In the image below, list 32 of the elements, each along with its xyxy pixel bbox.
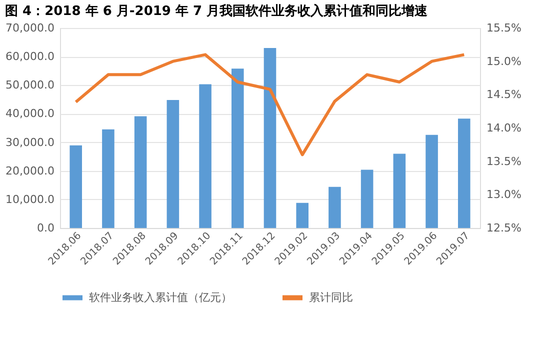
y-tick-label: 0.0: [37, 222, 54, 234]
bar: [134, 116, 147, 228]
y-tick-label: 10,000.0: [6, 192, 54, 206]
bar: [458, 118, 470, 228]
y2-tick-label: 13.5%: [486, 154, 522, 168]
legend-label: 累计同比: [309, 290, 353, 304]
bar: [328, 186, 341, 228]
bar: [231, 68, 244, 228]
legend-label: 软件业务收入累计值（亿元）: [89, 290, 232, 304]
bar: [296, 202, 309, 228]
y2-tick-label: 14.5%: [486, 88, 522, 102]
bar: [166, 100, 180, 228]
y2-tick-label: 13.0%: [486, 188, 522, 202]
y-tick-label: 40,000.0: [6, 107, 54, 120]
bar: [102, 129, 114, 228]
y2-tick-label: 14.0%: [486, 122, 522, 134]
y-tick-label: 20,000.0: [6, 164, 54, 178]
chart-title: 图 4：2018 年 6 月-2019 年 7 月我国软件业务收入累计值和同比增速: [5, 3, 429, 19]
bar: [393, 154, 406, 228]
y-tick-label: 60,000.0: [6, 50, 54, 64]
bar: [426, 134, 438, 228]
y2-tick-label: 15.0%: [486, 54, 522, 68]
bar: [199, 84, 212, 228]
y-tick-label: 70,000.0: [6, 22, 54, 34]
y2-tick-label: 15.5%: [486, 22, 522, 34]
bar: [360, 170, 374, 228]
bar: [264, 48, 276, 228]
line-series: [74, 53, 466, 156]
y-tick-label: 50,000.0: [6, 78, 54, 92]
y-tick-label: 30,000.0: [6, 136, 54, 149]
bar: [70, 145, 82, 228]
y2-tick-label: 12.5%: [486, 222, 522, 234]
